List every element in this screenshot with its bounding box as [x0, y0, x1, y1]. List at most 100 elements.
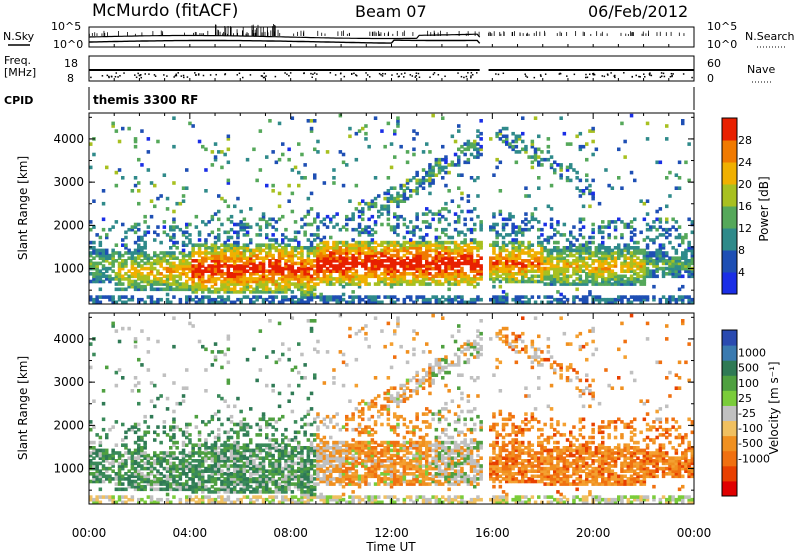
power-cell: [489, 272, 493, 276]
power-cell: [562, 272, 567, 276]
power-cell: [415, 225, 419, 229]
power-cell: [178, 282, 183, 286]
power-cell: [687, 248, 691, 253]
power-cell: [412, 240, 416, 245]
power-cell: [463, 277, 467, 281]
power-cell: [415, 189, 419, 193]
power-cell: [146, 256, 151, 260]
velocity-cell: [185, 497, 189, 502]
power-cell: [351, 266, 355, 271]
power-cell: [473, 266, 477, 271]
velocity-cell: [197, 469, 202, 473]
power-cell: [546, 300, 551, 304]
power-cell: [258, 261, 263, 266]
power-cell: [146, 168, 151, 172]
power-cell: [581, 261, 586, 266]
power-cell: [658, 233, 663, 237]
power-cell: [268, 246, 272, 250]
power-cell: [537, 261, 541, 266]
power-cell: [290, 259, 295, 263]
power-cell: [274, 240, 279, 245]
velocity-cell: [137, 422, 141, 427]
power-cell: [425, 240, 429, 245]
velocity-cell: [217, 451, 221, 455]
power-cell: [357, 284, 362, 289]
power-cell: [556, 253, 560, 258]
power-cell: [233, 204, 237, 209]
power-cell: [613, 277, 618, 281]
power-cell: [444, 160, 448, 165]
nave-point: [592, 73, 595, 76]
nave-point: [180, 75, 183, 77]
power-cell: [335, 240, 339, 245]
power-cell: [217, 269, 221, 273]
power-cell: [399, 183, 403, 188]
power-cell: [565, 142, 570, 146]
power-cell: [306, 269, 311, 273]
power-cell: [338, 269, 343, 273]
power-cell: [172, 240, 176, 245]
power-cell: [466, 243, 471, 247]
power-cell: [585, 173, 589, 177]
power-cell: [364, 295, 368, 299]
power-cell: [581, 256, 586, 260]
power-cell: [281, 256, 285, 260]
velocity-cell: [175, 401, 179, 406]
velocity-cell: [194, 425, 199, 429]
power-cell: [185, 266, 189, 271]
velocity-cell: [188, 461, 192, 466]
power-cell: [252, 266, 256, 271]
power-cell: [533, 155, 538, 159]
velocity-cell: [223, 487, 227, 492]
velocity-cell: [124, 495, 128, 499]
velocity-cell: [188, 477, 192, 481]
power-cell: [543, 222, 547, 227]
power-cell: [207, 266, 211, 271]
nave-point: [585, 73, 587, 76]
power-cell: [89, 227, 93, 232]
power-cell: [402, 261, 407, 266]
nave-point: [135, 76, 138, 79]
power-cell: [463, 261, 467, 266]
velocity-cell: [105, 433, 109, 437]
velocity-cell: [140, 484, 144, 489]
power-cell: [233, 264, 237, 268]
power-cell: [306, 287, 311, 292]
power-cell: [233, 222, 237, 227]
power-cell: [511, 227, 515, 232]
power-cell: [437, 240, 442, 245]
power-cell: [437, 251, 442, 255]
power-cell: [521, 243, 525, 247]
power-cell: [415, 256, 419, 260]
velocity-cell: [213, 487, 218, 492]
power-cell: [524, 227, 528, 232]
power-cell: [466, 246, 471, 250]
power-cell: [569, 274, 573, 279]
power-cell: [450, 277, 455, 281]
velocity-cell: [133, 469, 138, 473]
power-cell: [588, 204, 592, 209]
velocity-cell: [98, 479, 103, 484]
velocity-cell: [201, 490, 205, 494]
power-cell: [149, 287, 154, 292]
power-cell: [351, 300, 355, 304]
power-cell: [492, 264, 496, 268]
power-cell: [386, 272, 391, 276]
power-cell: [418, 259, 423, 263]
power-cell: [322, 246, 327, 250]
power-cell: [117, 282, 122, 286]
power-cell: [677, 274, 682, 279]
range-tick-label: 2000: [53, 218, 84, 232]
power-cell: [629, 282, 634, 286]
power-cell: [383, 259, 387, 263]
velocity-cell: [233, 474, 237, 479]
power-cell: [236, 272, 240, 276]
power-cell: [508, 259, 512, 263]
velocity-cell: [165, 459, 170, 463]
power-cell: [162, 251, 167, 255]
power-cell: [281, 240, 285, 245]
power-cell: [393, 295, 397, 299]
power-cell: [447, 287, 451, 292]
power-cell: [175, 287, 179, 292]
power-cell: [501, 295, 506, 299]
